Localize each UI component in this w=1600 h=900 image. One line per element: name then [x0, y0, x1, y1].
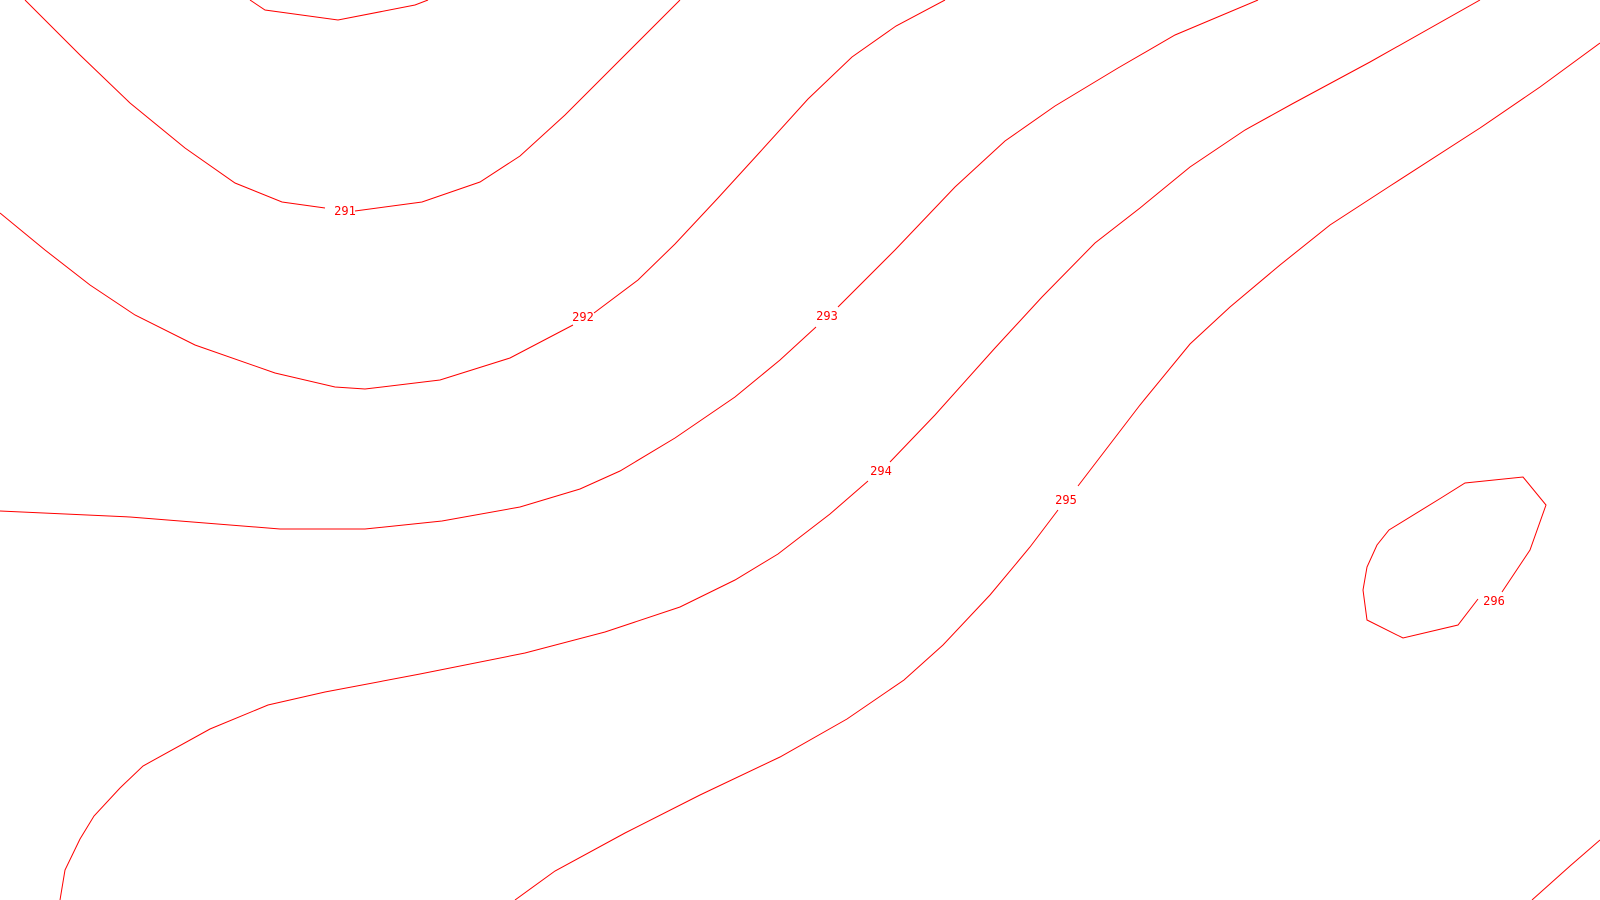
contour-line-295 — [514, 42, 1600, 900]
contour-line-293 — [0, 0, 1259, 530]
contour-label-295: 295 — [1055, 493, 1077, 507]
contour-label-292: 292 — [572, 310, 594, 324]
contour-line-294 — [59, 0, 1481, 900]
contour-line-296-corner — [1531, 839, 1600, 900]
contour-label-294: 294 — [870, 464, 892, 478]
contour-line-291-top — [249, 0, 429, 21]
contour-label-293: 293 — [816, 309, 838, 323]
contour-line-292 — [0, 0, 946, 390]
contour-label-291: 291 — [334, 204, 356, 218]
contour-line-291 — [24, 0, 681, 212]
contour-line-296-loop — [1362, 476, 1547, 639]
contour-label-296: 296 — [1483, 594, 1505, 608]
